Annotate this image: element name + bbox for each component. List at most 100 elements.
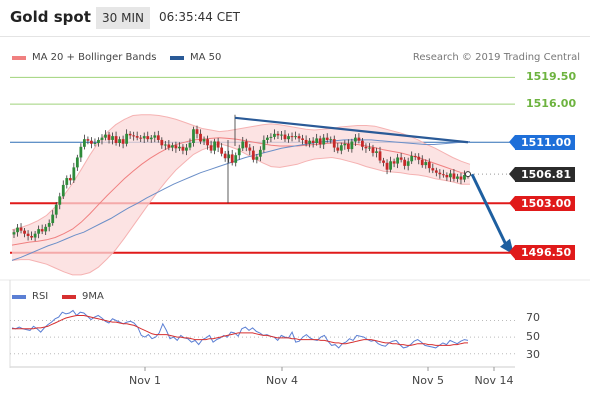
interval-selector[interactable]: 30 MIN bbox=[96, 7, 150, 29]
rsi-line bbox=[11, 309, 469, 349]
candle-body bbox=[54, 204, 58, 215]
candle-body bbox=[118, 139, 121, 143]
bollinger-lower-line bbox=[11, 143, 470, 276]
candle-body bbox=[294, 136, 297, 138]
candle-body bbox=[406, 161, 410, 166]
candle-body bbox=[139, 137, 143, 139]
candle-body bbox=[413, 155, 417, 157]
candle-body bbox=[329, 139, 333, 141]
candle-body bbox=[47, 223, 51, 227]
timestamp: 06:35:44 CET bbox=[159, 10, 240, 24]
candle-body bbox=[311, 140, 315, 143]
bollinger-band-fill bbox=[12, 114, 470, 275]
ma50-swatch bbox=[170, 55, 184, 60]
candle-body bbox=[459, 176, 463, 180]
candle-body bbox=[269, 136, 273, 138]
candle-body bbox=[336, 147, 340, 151]
rsi-9ma-line bbox=[12, 315, 468, 346]
candle-body bbox=[195, 129, 199, 134]
x-label-nov-4: Nov 4 bbox=[266, 374, 298, 387]
candle-body bbox=[357, 137, 361, 141]
candle-body bbox=[58, 196, 62, 205]
candle-body bbox=[343, 143, 347, 146]
ma20-line bbox=[11, 137, 471, 246]
candle-body bbox=[174, 145, 178, 149]
candle-body bbox=[40, 229, 44, 232]
rsi-tick-50: 50 bbox=[526, 330, 540, 343]
candle-body bbox=[142, 136, 146, 139]
candle-body bbox=[456, 176, 459, 179]
candle-body bbox=[160, 139, 164, 146]
candle-body bbox=[353, 137, 357, 142]
candle-body bbox=[135, 136, 139, 138]
x-label-nov-14: Nov 14 bbox=[474, 374, 514, 387]
legend-rsi-label: RSI bbox=[32, 291, 49, 302]
candle-body bbox=[16, 227, 19, 233]
candle-body bbox=[68, 178, 72, 181]
legend-9ma: 9MA bbox=[62, 291, 104, 302]
candle-body bbox=[452, 173, 456, 179]
forecast-arrow-shaft bbox=[470, 173, 508, 246]
candle-body bbox=[244, 141, 248, 148]
candle-body bbox=[290, 136, 294, 138]
candle-body bbox=[12, 232, 16, 235]
candle-body bbox=[248, 147, 252, 151]
candle-body bbox=[199, 133, 202, 142]
candle-body bbox=[111, 136, 114, 140]
candle-body bbox=[153, 135, 157, 138]
candle-body bbox=[463, 175, 466, 180]
candle-body bbox=[107, 134, 111, 140]
candle-body bbox=[227, 154, 231, 159]
header-divider bbox=[0, 36, 590, 37]
candle-body bbox=[392, 161, 396, 164]
candle-body bbox=[251, 150, 255, 160]
candle-body bbox=[26, 233, 30, 236]
candle-body bbox=[82, 139, 86, 147]
candle-body bbox=[378, 151, 382, 161]
candle-body bbox=[93, 142, 97, 144]
ma50-line bbox=[11, 139, 471, 261]
candle-body bbox=[178, 146, 181, 149]
candle-body bbox=[262, 139, 266, 150]
candle-body bbox=[449, 173, 452, 178]
candle-body bbox=[420, 159, 424, 166]
candle-body bbox=[325, 137, 329, 140]
candle-body bbox=[375, 151, 378, 153]
level-label-1516-00: 1516.00 bbox=[526, 97, 577, 111]
candle-body bbox=[399, 157, 403, 160]
candle-body bbox=[276, 133, 280, 136]
ma9-swatch bbox=[62, 294, 76, 299]
candle-body bbox=[304, 139, 308, 144]
instrument-title: Gold spot bbox=[10, 8, 91, 26]
candle-body bbox=[346, 143, 350, 150]
level-tag-1503-00: 1503.00 bbox=[509, 195, 575, 211]
candle-body bbox=[23, 230, 26, 234]
candle-body bbox=[308, 140, 312, 144]
candle-body bbox=[234, 155, 238, 163]
level-label-1519-50: 1519.50 bbox=[526, 70, 577, 84]
candle-body bbox=[255, 156, 259, 160]
candle-body bbox=[19, 227, 23, 231]
candle-body bbox=[417, 156, 421, 160]
candle-body bbox=[258, 149, 262, 157]
candle-body bbox=[424, 162, 428, 166]
candle-body bbox=[230, 154, 234, 163]
candle-body bbox=[128, 133, 132, 136]
candle-body bbox=[125, 133, 129, 144]
candle-body bbox=[434, 170, 438, 173]
rsi-swatch bbox=[12, 294, 26, 299]
candle-body bbox=[441, 174, 445, 176]
candle-body bbox=[61, 184, 65, 197]
candle-body bbox=[350, 141, 354, 150]
legend-9ma-label: 9MA bbox=[82, 291, 104, 302]
candle-body bbox=[427, 162, 431, 169]
candle-body bbox=[181, 146, 185, 151]
candle-body bbox=[438, 172, 442, 175]
candle-body bbox=[216, 141, 220, 148]
legend-ma50: MA 50 bbox=[170, 52, 221, 63]
candle-body bbox=[202, 139, 206, 142]
candle-body bbox=[301, 138, 304, 140]
candle-body bbox=[220, 147, 224, 154]
candle-body bbox=[104, 134, 107, 138]
